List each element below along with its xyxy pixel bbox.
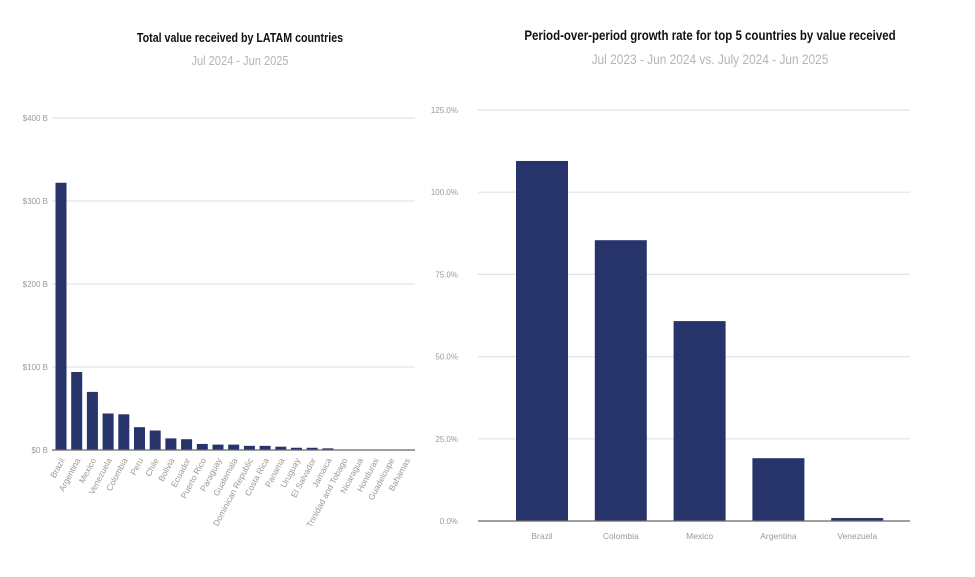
x-tick-label: Colombia — [603, 531, 639, 541]
bar-colombia — [118, 414, 130, 450]
bar-brazil — [516, 160, 568, 522]
y-tick-label: 75.0% — [435, 270, 458, 279]
bar-dominican-republic — [243, 445, 255, 450]
y-tick-label: 125.0% — [431, 106, 458, 115]
bar-argentina — [71, 371, 83, 450]
y-tick-label: $100 B — [23, 363, 48, 372]
x-tick-label: Argentina — [760, 531, 797, 541]
bar-venezuela — [102, 413, 114, 450]
bar-mexico — [86, 391, 98, 450]
bar-uruguay — [291, 447, 302, 450]
bar-argentina — [752, 458, 805, 521]
x-tick-label: Mexico — [686, 531, 713, 541]
bar-ecuador — [181, 439, 193, 450]
bar-paraguay — [212, 444, 224, 450]
left-chart: $0 B$100 B$200 B$300 B$400 BBrazilArgent… — [23, 114, 415, 529]
y-tick-label: 0.0% — [440, 517, 458, 526]
y-tick-label: $200 B — [23, 280, 48, 289]
bar-venezuela — [831, 518, 884, 521]
bar-chile — [149, 430, 161, 450]
y-tick-label: $400 B — [23, 114, 48, 123]
bar-colombia — [594, 240, 647, 521]
bar-bolivia — [165, 438, 177, 450]
y-tick-label: $300 B — [23, 197, 48, 206]
right-chart-title: Period-over-period growth rate for top 5… — [524, 27, 896, 43]
bar-brazil — [55, 182, 67, 451]
y-tick-label: 25.0% — [435, 435, 458, 444]
y-tick-label: $0 B — [32, 446, 48, 455]
y-tick-label: 50.0% — [435, 353, 458, 362]
bar-el-salvador — [306, 447, 318, 450]
bar-peru — [134, 427, 145, 450]
bar-guatemala — [228, 444, 240, 450]
x-tick-label: Brazil — [531, 531, 552, 541]
y-tick-label: 100.0% — [431, 188, 458, 197]
left-chart-title: Total value received by LATAM countries — [136, 30, 344, 45]
x-tick-label: Venezuela — [837, 531, 877, 541]
bar-mexico — [673, 321, 726, 521]
bar-costa-rica — [259, 445, 271, 450]
right-chart-subtitle: Jul 2023 - Jun 2024 vs. July 2024 - Jun … — [591, 51, 829, 67]
left-chart-subtitle: Jul 2024 - Jun 2025 — [191, 53, 289, 68]
bar-puerto-rico — [196, 443, 208, 450]
right-chart: 0.0% 25.0% 50.0% 75.0% 100.0% 125.0% Brazil Col… — [431, 106, 910, 541]
bar-jamaica — [322, 448, 334, 450]
bar-panama — [275, 446, 287, 450]
